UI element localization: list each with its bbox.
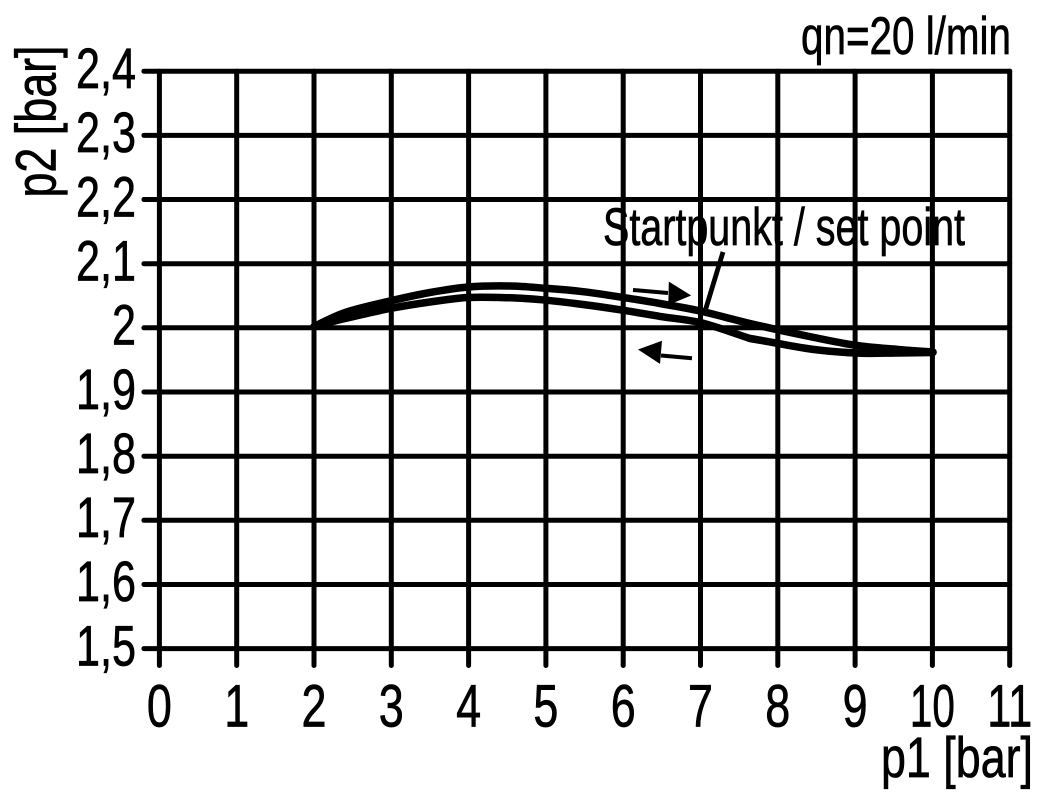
svg-text:10: 10 <box>910 673 955 740</box>
svg-text:p1 [bar]: p1 [bar] <box>881 726 1033 790</box>
svg-text:2: 2 <box>302 673 327 740</box>
svg-text:3: 3 <box>379 673 404 740</box>
svg-text:5: 5 <box>533 673 558 740</box>
svg-text:2,4: 2,4 <box>76 37 136 101</box>
svg-text:11: 11 <box>987 673 1032 740</box>
svg-text:6: 6 <box>611 673 636 740</box>
svg-text:p2 [bar]: p2 [bar] <box>5 46 69 198</box>
svg-text:1,7: 1,7 <box>76 486 136 550</box>
svg-text:Startpunkt / set point: Startpunkt / set point <box>603 198 965 257</box>
svg-text:1,6: 1,6 <box>76 550 136 614</box>
svg-text:4: 4 <box>456 673 481 740</box>
svg-text:8: 8 <box>765 673 790 740</box>
svg-text:2,3: 2,3 <box>76 101 136 165</box>
svg-text:7: 7 <box>688 673 713 740</box>
svg-text:1,9: 1,9 <box>76 358 136 422</box>
svg-text:2,1: 2,1 <box>76 230 136 294</box>
svg-text:1: 1 <box>224 673 249 740</box>
svg-text:qn=20 l/min: qn=20 l/min <box>801 7 1011 66</box>
svg-text:9: 9 <box>843 673 868 740</box>
svg-text:2: 2 <box>112 294 136 358</box>
svg-text:1,5: 1,5 <box>76 614 136 678</box>
svg-text:1,8: 1,8 <box>76 422 136 486</box>
svg-text:2,2: 2,2 <box>76 165 136 229</box>
svg-text:0: 0 <box>147 673 172 740</box>
